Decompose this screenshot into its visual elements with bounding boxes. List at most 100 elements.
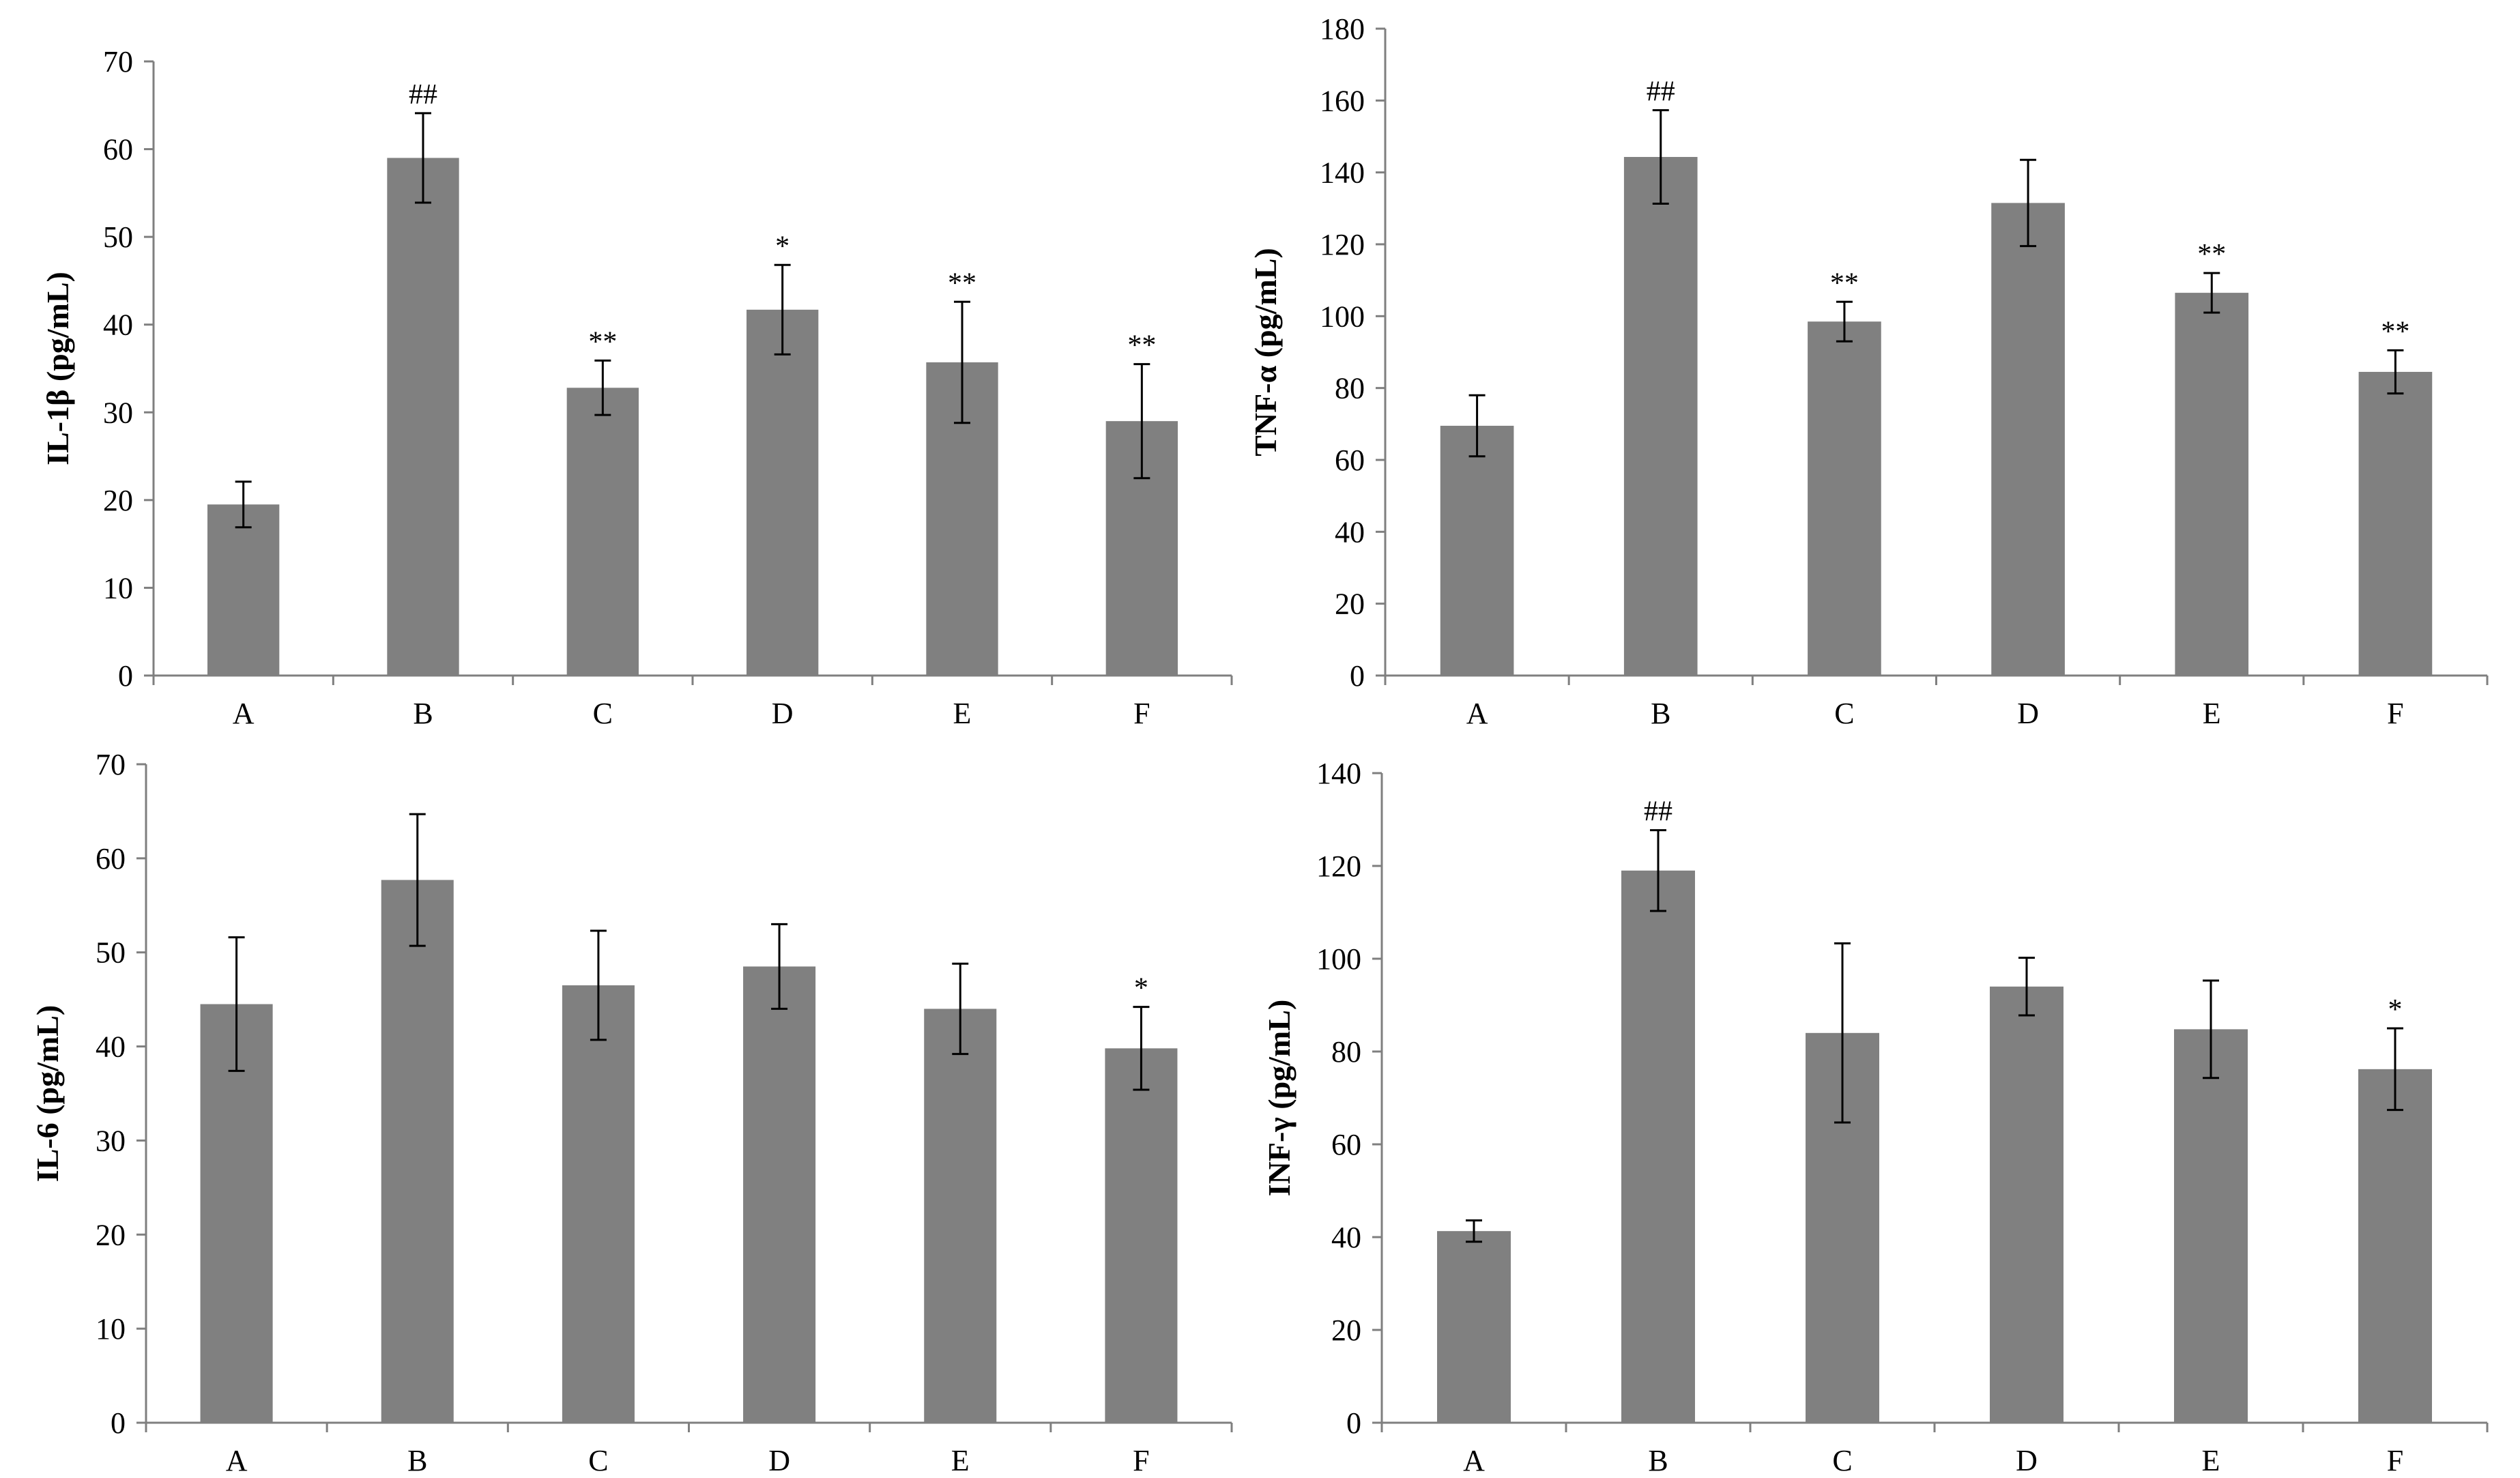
bar-a — [1437, 1231, 1511, 1423]
bar-b — [381, 880, 454, 1423]
y-tick-label: 40 — [103, 308, 133, 342]
significance-label: * — [2388, 994, 2403, 1026]
bar-f — [2358, 371, 2433, 676]
y-tick-label: 80 — [1331, 1035, 1361, 1069]
x-tick-label: D — [2017, 697, 2039, 730]
bar-f — [2358, 1069, 2432, 1423]
y-tick-label: 70 — [96, 748, 126, 781]
y-axis-title: TNF-α (pg/mL) — [1248, 248, 1283, 457]
bar-e — [2175, 293, 2249, 676]
bar-d — [1991, 203, 2065, 676]
x-tick-label: D — [768, 1444, 790, 1477]
x-tick-label: E — [953, 697, 972, 730]
y-tick-label: 140 — [1316, 757, 1361, 790]
bar-c — [566, 388, 639, 676]
x-tick-label: B — [407, 1444, 427, 1477]
significance-label: ** — [948, 267, 976, 299]
x-tick-label: B — [413, 697, 433, 730]
x-tick-label: D — [2016, 1444, 2038, 1477]
x-tick-label: F — [1133, 697, 1150, 730]
y-tick-label: 30 — [103, 396, 133, 429]
x-tick-label: F — [1133, 1444, 1149, 1477]
bar-a — [207, 504, 280, 676]
x-tick-label: B — [1648, 1444, 1668, 1477]
x-tick-label: E — [2202, 1444, 2220, 1477]
significance-label: ** — [588, 326, 617, 358]
y-tick-label: 160 — [1320, 84, 1365, 117]
bar-b — [387, 158, 459, 676]
y-tick-label: 60 — [1335, 444, 1365, 477]
x-tick-label: E — [2203, 697, 2221, 730]
x-tick-label: A — [1466, 697, 1488, 730]
y-tick-label: 50 — [103, 220, 133, 254]
chart-panel-il6: * 0 10 20 30 40 50 60 70 A B C D E F IL-6 (pg/mL) — [30, 748, 1233, 1477]
x-tick-label: E — [951, 1444, 970, 1477]
significance-label: ** — [1830, 267, 1859, 299]
y-axis-title: IL-1β (pg/mL) — [40, 272, 75, 465]
bar-b — [1621, 870, 1695, 1423]
bar-a — [200, 1004, 273, 1423]
x-tick-label: B — [1651, 697, 1670, 730]
significance-label: ** — [1127, 330, 1156, 362]
y-tick-label: 0 — [1350, 659, 1365, 693]
y-tick-label: 60 — [1331, 1128, 1361, 1161]
y-tick-label: 40 — [1331, 1221, 1361, 1254]
bar-b — [1623, 157, 1698, 676]
y-tick-label: 60 — [96, 842, 126, 875]
x-tick-label: F — [2387, 697, 2403, 730]
bar-e — [924, 1009, 997, 1423]
x-tick-label: C — [593, 697, 613, 730]
chart-panel-tnfa: ## ** ** ** 0 20 40 60 80 100 120 140 160 180 A B C D E F TN… — [1248, 12, 2489, 730]
y-tick-label: 10 — [96, 1312, 126, 1346]
y-tick-label: 100 — [1316, 942, 1361, 976]
bar-c — [562, 985, 635, 1423]
significance-label: ## — [409, 79, 437, 111]
y-tick-label: 80 — [1335, 372, 1365, 405]
significance-label: ** — [2197, 239, 2226, 270]
y-tick-label: 10 — [103, 571, 133, 605]
y-tick-label: 20 — [103, 484, 133, 517]
y-tick-label: 180 — [1320, 12, 1365, 46]
y-tick-label: 70 — [103, 45, 133, 78]
y-tick-label: 100 — [1320, 300, 1365, 333]
y-tick-label: 60 — [103, 133, 133, 166]
bar-d — [1990, 986, 2063, 1423]
bar-e — [2174, 1029, 2248, 1423]
bar-c — [1808, 321, 1881, 676]
y-tick-label: 0 — [118, 659, 133, 693]
y-tick-label: 20 — [1331, 1314, 1361, 1347]
significance-label: * — [775, 231, 790, 262]
y-tick-label: 40 — [1335, 515, 1365, 549]
y-tick-label: 120 — [1320, 228, 1365, 261]
y-tick-label: 20 — [96, 1218, 126, 1251]
significance-label: ** — [2381, 316, 2409, 347]
x-tick-label: A — [226, 1444, 248, 1477]
bar-d — [747, 309, 819, 676]
y-tick-label: 140 — [1320, 156, 1365, 190]
bar-f — [1105, 1048, 1178, 1423]
significance-label: * — [1134, 973, 1148, 1004]
y-tick-label: 50 — [96, 936, 126, 970]
y-tick-label: 20 — [1335, 588, 1365, 621]
bar-a — [1440, 425, 1514, 676]
x-tick-label: C — [588, 1444, 608, 1477]
significance-label: ## — [1644, 796, 1672, 828]
chart-panel-infg: ## * 0 20 40 60 80 100 120 140 A B C D E F INF-γ (pg/mL) — [1262, 757, 2489, 1477]
y-axis-title: INF-γ (pg/mL) — [1262, 1000, 1297, 1197]
significance-label: ## — [1647, 76, 1675, 108]
bar-d — [743, 966, 816, 1423]
y-axis-title: IL-6 (pg/mL) — [30, 1005, 65, 1182]
x-tick-label: D — [772, 697, 794, 730]
x-tick-label: F — [2387, 1444, 2403, 1477]
y-tick-label: 0 — [1346, 1406, 1361, 1440]
x-tick-label: A — [233, 697, 255, 730]
x-tick-label: C — [1834, 697, 1854, 730]
y-tick-label: 120 — [1316, 850, 1361, 883]
y-tick-label: 40 — [96, 1030, 126, 1064]
x-tick-label: C — [1832, 1444, 1852, 1477]
y-tick-label: 0 — [111, 1406, 126, 1440]
y-tick-label: 30 — [96, 1124, 126, 1157]
x-tick-label: A — [1463, 1444, 1485, 1477]
